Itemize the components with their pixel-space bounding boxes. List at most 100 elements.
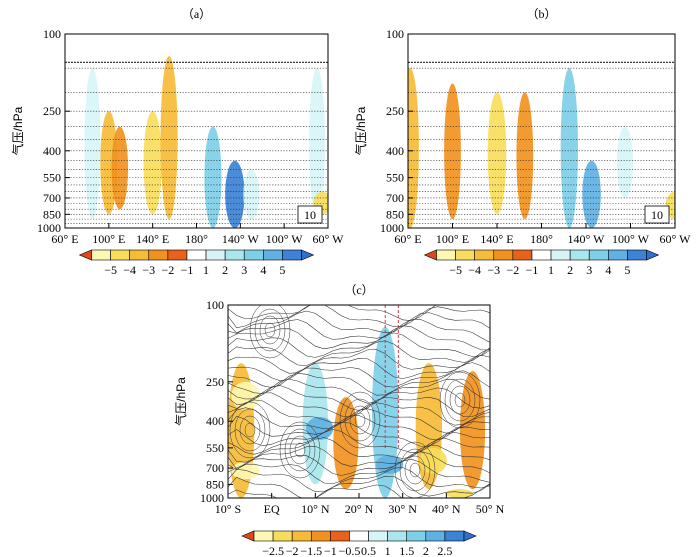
streamline — [228, 340, 490, 366]
colorbar-a: −5 −4 −3 −2 −1 1 2 3 4 5 — [78, 249, 315, 277]
y-tick-label: 700 — [43, 191, 61, 205]
y-tick-label: 1000 — [200, 491, 224, 505]
y-tick-label: 400 — [206, 414, 224, 428]
anomaly-region — [560, 68, 578, 228]
x-tick-label: 180° — [185, 232, 208, 246]
colorbar-label: −2 — [506, 263, 519, 277]
colorbar-swatch — [512, 249, 533, 261]
reference-vector-box — [297, 205, 323, 224]
colorbar-b: −5 −4 −3 −2 −1 1 2 3 4 5 — [423, 249, 660, 277]
streamline-vortex — [399, 448, 431, 492]
anomaly-region — [309, 68, 325, 215]
x-tick-label: 10° N — [301, 502, 330, 516]
streamline-vortex — [234, 408, 266, 452]
colorbar-swatch — [110, 249, 130, 261]
streamline — [228, 437, 490, 463]
streamline-vortex — [454, 392, 466, 408]
x-tick-label: 180° — [530, 232, 553, 246]
x-tick-label: 30° N — [388, 502, 417, 516]
y-axis-label-c: 气压/hPa — [173, 377, 188, 426]
streamline — [228, 332, 490, 358]
y-tick-label: 100 — [43, 27, 61, 41]
streamline — [228, 325, 490, 351]
x-tick-label: 50° N — [476, 502, 505, 516]
colorbar-label: −2 — [286, 544, 299, 557]
colorbar-swatch — [263, 249, 283, 261]
x-tick-label: 140° E — [480, 232, 513, 246]
colorbar-swatch — [455, 249, 475, 261]
streamline — [228, 451, 490, 476]
anomaly-region — [408, 68, 419, 228]
streamline-vortex — [284, 428, 316, 472]
anomaly-region — [143, 111, 162, 215]
x-tick-label: 100° W — [266, 232, 304, 246]
streamline-vortex — [404, 455, 426, 485]
colorbar-swatch — [272, 530, 293, 542]
streamline — [228, 348, 490, 374]
colorbar-label: −5 — [449, 263, 462, 277]
streamline — [228, 399, 490, 426]
colorbar-c: −2.5 −2 −1.5 −1 −0.5 0.5 1 1.5 2 2.5 — [241, 530, 477, 557]
colorbar-label: −1 — [324, 544, 337, 557]
y-tick-label: 250 — [386, 104, 404, 118]
y-tick-label: 850 — [43, 207, 61, 221]
y-tick-label: 100 — [386, 27, 404, 41]
plot-area-a — [65, 56, 328, 228]
streamline-vortex — [279, 421, 321, 479]
colorbar-swatch — [224, 249, 245, 261]
colorbar-swatch — [148, 249, 169, 261]
colorbar-swatch — [330, 530, 350, 542]
colorbar-swatch — [167, 249, 188, 261]
anomaly-region — [111, 126, 129, 210]
colorbar-swatch — [129, 249, 150, 261]
streamline — [228, 378, 490, 404]
anomaly-region — [160, 56, 178, 220]
colorbar-label: 4 — [260, 263, 266, 277]
y-tick-label: 700 — [206, 461, 224, 475]
streamline — [228, 429, 490, 455]
colorbar-swatch — [387, 530, 408, 542]
x-tick-label: 100° E — [436, 232, 469, 246]
colorbar-swatch — [91, 249, 111, 261]
y-axis-label-b: 气压/hPa — [353, 106, 368, 155]
colorbar-label: −4 — [123, 263, 136, 277]
colorbar-swatch — [436, 249, 456, 261]
colorbar-label: −4 — [468, 263, 481, 277]
y-tick-label: 550 — [386, 171, 404, 185]
y-tick-label: 550 — [206, 441, 224, 455]
colorbar-label: −1 — [526, 263, 539, 277]
colorbar-swatch — [282, 249, 302, 261]
streamline — [228, 354, 490, 382]
anomaly-region — [582, 160, 601, 228]
plot-frame-c — [227, 304, 491, 499]
colorbar-swatch — [627, 249, 647, 261]
colorbar-label: 1.5 — [399, 544, 414, 557]
streamline — [228, 421, 490, 447]
colorbar-swatch — [569, 249, 590, 261]
x-tick-label: 140° W — [568, 232, 606, 246]
x-tick-label: 40° N — [432, 502, 461, 516]
y-tick-label: 400 — [43, 144, 61, 158]
anomaly-region — [616, 126, 634, 198]
colorbar-swatch — [368, 530, 388, 542]
colorbar-label: 1 — [548, 263, 554, 277]
y-axis-label-a: 气压/hPa — [10, 106, 25, 155]
streamline-vortex — [444, 378, 476, 422]
anomaly-region — [419, 447, 447, 474]
x-tick-label: 100° E — [92, 232, 125, 246]
colorbar-swatch — [349, 530, 369, 542]
reference-vector-label: 10 — [304, 208, 316, 222]
y-tick-label: 850 — [386, 207, 404, 221]
streamline-vortex — [254, 308, 286, 352]
colorbar-arrow-right — [301, 249, 315, 261]
streamline-vortex — [289, 435, 311, 465]
streamline-vortex — [264, 322, 276, 338]
colorbar-label: 2 — [567, 263, 573, 277]
y-tick-label: 1000 — [380, 221, 404, 235]
colorbar-label: −1.5 — [300, 544, 322, 557]
streamline-vortex — [394, 441, 436, 498]
streamline — [228, 385, 490, 411]
anomaly-region — [225, 160, 245, 228]
